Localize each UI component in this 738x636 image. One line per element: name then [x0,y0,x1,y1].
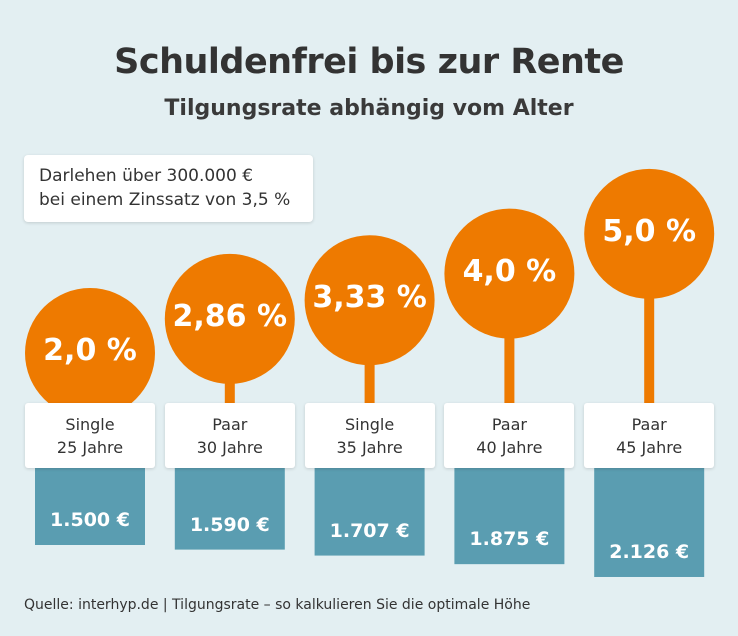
payment-bar [314,465,425,556]
rate-circle [584,168,715,299]
category-age: 45 Jahre [616,438,683,457]
payment-label: 1.707 € [329,519,410,542]
payment-bar [174,465,285,550]
chart-subtitle: Tilgungsrate abhängig vom Alter [164,96,574,121]
rate-circle [25,288,155,418]
category-type: Single [65,415,115,434]
payment-bar [35,465,145,545]
category-age: 25 Jahre [56,438,124,457]
category-type: Single [345,415,395,434]
category-type: Paar [212,415,248,434]
rate-label: 3,33 % [312,280,427,316]
loan-note: Darlehen über 300.000 € bei einem Zinssa… [24,155,313,222]
payment-label: 1.875 € [469,528,550,551]
category-age: 40 Jahre [476,438,543,457]
rate-circle [444,208,575,339]
rate-label: 4,0 % [462,253,557,289]
payment-bar [454,465,565,565]
category-card: Single 25 Jahre [25,403,155,468]
category-card: Paar 30 Jahre [164,403,295,468]
payment-label: 2.126 € [609,540,690,563]
note-line-1: Darlehen über 300.000 € [39,166,254,186]
category-type: Paar [491,415,527,434]
rate-label: 2,86 % [172,298,288,334]
category-age: 30 Jahre [196,438,263,457]
category-age: 35 Jahre [336,438,403,457]
rate-label: 5,0 % [602,213,697,249]
payment-bar [594,465,705,577]
lollipop-stick [644,233,655,403]
note-line-2: bei einem Zinssatz von 3,5 % [39,190,291,210]
source-note: Quelle: interhyp.de | Tilgungsrate – so … [24,597,531,613]
category-card: Paar 40 Jahre [444,403,575,468]
category-card: Single 35 Jahre [304,403,435,468]
rate-circle [164,253,295,384]
rate-label: 2,0 % [43,333,137,368]
category-card: Paar 45 Jahre [584,403,715,468]
category-type: Paar [631,415,667,434]
payment-label: 1.500 € [50,509,130,531]
chart-title: Schuldenfrei bis zur Rente [114,42,624,82]
rate-circle [304,235,435,366]
payment-label: 1.590 € [189,513,270,536]
